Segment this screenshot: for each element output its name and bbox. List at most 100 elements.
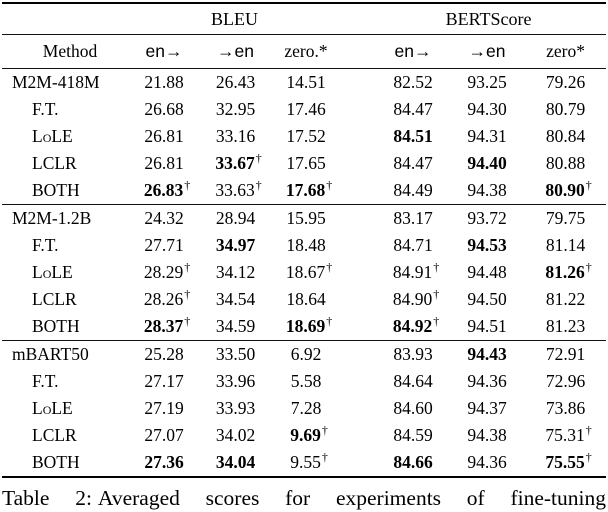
col-header-bleu-x-to-en: →en <box>200 34 271 69</box>
score-cell: 84.71 <box>341 232 449 259</box>
method-cell: LoLE <box>32 262 73 282</box>
score-cell: 81.23 <box>525 313 607 341</box>
score-cell: 81.26† <box>545 260 592 282</box>
score-value: 18.64 <box>286 289 326 309</box>
score-value: 27.07 <box>144 425 184 445</box>
score-cell: 17.68† <box>271 177 342 205</box>
score-value: 28.26 <box>143 289 184 309</box>
score-value: 72.91 <box>545 344 586 364</box>
score-cell: 84.59 <box>341 422 449 449</box>
table-row: LCLR 27.07 34.02 9.69† 84.59 94.38 75.31† <box>2 422 606 449</box>
score-cell: 82.52 <box>341 69 449 97</box>
score-value: 93.25 <box>467 72 507 92</box>
score-value: 84.60 <box>393 398 433 418</box>
score-value: 94.51 <box>467 316 507 336</box>
results-table: BLEU BERTScore Method en→ →en zero.* en→… <box>2 2 607 478</box>
col-header-bleu-zeroshot: zero.* <box>271 34 342 69</box>
score-cell: 94.38 <box>449 422 525 449</box>
table-row: BOTH 26.83† 33.63† 17.68† 84.49 94.38 80.90† <box>2 177 607 205</box>
score-value: 34.12 <box>215 262 256 282</box>
score-value: 18.67 <box>285 262 326 282</box>
score-value: 80.88 <box>545 153 586 173</box>
score-cell: 33.63† <box>200 177 271 205</box>
score-cell: 94.38 <box>449 177 526 205</box>
score-value: 94.43 <box>467 344 507 364</box>
score-value: 34.54 <box>215 289 256 309</box>
score-value: 17.46 <box>286 99 326 119</box>
score-cell: 5.58 <box>271 368 341 395</box>
score-value: 94.31 <box>467 126 507 146</box>
score-cell: 84.64 <box>341 368 449 395</box>
score-cell: 27.71 <box>128 232 200 259</box>
score-value: 6.92 <box>290 344 322 364</box>
method-cell: LCLR <box>32 425 77 445</box>
score-cell: 79.26 <box>525 69 606 97</box>
score-value: 34.97 <box>215 235 256 255</box>
score-cell: 93.72 <box>449 205 525 233</box>
score-value: 34.04 <box>215 452 256 472</box>
score-cell: 28.94 <box>200 205 271 233</box>
score-value: 83.93 <box>393 344 433 364</box>
score-value: 34.02 <box>215 425 256 445</box>
score-value: 26.81 <box>144 126 184 146</box>
score-cell: 34.54 <box>200 286 271 313</box>
table-caption: Table 2: Averaged scores for experiments … <box>2 485 606 512</box>
score-value: 84.66 <box>393 452 433 472</box>
table-row: F.T. 27.17 33.96 5.58 84.64 94.36 72.96 <box>2 368 606 395</box>
score-cell: 84.91† <box>392 260 440 282</box>
score-value: 18.48 <box>286 235 326 255</box>
score-cell: 94.48 <box>449 259 525 286</box>
score-value: 27.71 <box>144 235 184 255</box>
caption-label: Table 2: <box>2 486 92 510</box>
score-value: 26.83 <box>143 180 184 200</box>
col-header-bleu-en-to-x: en→ <box>128 34 200 69</box>
method-cell: LCLR <box>32 153 77 173</box>
score-value: 94.48 <box>467 262 507 282</box>
score-value: 9.55 <box>290 452 321 472</box>
score-value: 32.95 <box>215 99 256 119</box>
score-value: 9.69 <box>290 425 321 445</box>
table-row: F.T. 26.68 32.95 17.46 84.47 94.30 80.79 <box>2 96 606 123</box>
score-cell: 18.48 <box>271 232 341 259</box>
score-cell: 80.84 <box>525 123 606 150</box>
score-cell: 34.02 <box>200 422 271 449</box>
score-cell: 28.37† <box>128 313 200 341</box>
score-value: 81.22 <box>545 289 586 309</box>
score-cell: 94.50 <box>449 286 525 313</box>
score-value: 84.64 <box>393 371 433 391</box>
score-cell: 94.36 <box>449 368 525 395</box>
score-cell: 94.37 <box>449 395 525 422</box>
score-cell: 34.12 <box>200 259 271 286</box>
score-cell: 94.53 <box>449 232 525 259</box>
score-cell: 28.26† <box>143 287 191 309</box>
score-value: 14.51 <box>286 72 326 92</box>
score-cell: 83.93 <box>341 341 449 369</box>
score-value: 26.43 <box>215 72 256 92</box>
score-value: 18.69 <box>285 316 326 336</box>
table-row: BOTH 27.36 34.04 9.55† 84.66 94.36 75.55† <box>2 449 607 478</box>
score-cell: 26.81 <box>128 150 200 177</box>
score-value: 94.38 <box>467 180 507 200</box>
score-cell: 18.67† <box>285 260 333 282</box>
score-cell: 17.52 <box>271 123 341 150</box>
score-value: 33.16 <box>215 126 256 146</box>
method-cell: LoLE <box>32 126 73 146</box>
score-cell: 84.60 <box>341 395 449 422</box>
score-value: 94.30 <box>467 99 507 119</box>
table-row: LCLR 26.81 33.67† 17.65 84.47 94.40 80.88 <box>2 150 606 177</box>
score-cell: 84.49 <box>341 177 450 205</box>
table-row: LoLE 28.29† 34.12 18.67† 84.91† 94.48 81.26† <box>2 259 606 286</box>
score-value: 94.50 <box>467 289 507 309</box>
score-value: 94.38 <box>467 425 507 445</box>
score-cell: 94.30 <box>449 96 525 123</box>
score-value: 79.26 <box>545 72 586 92</box>
col-header-bert-zeroshot: zero* <box>525 34 607 69</box>
score-cell: 26.68 <box>128 96 200 123</box>
column-header-row: Method en→ →en zero.* en→ →en zero* <box>2 34 607 69</box>
score-value: 84.59 <box>393 425 433 445</box>
score-value: 84.92 <box>392 316 433 336</box>
score-value: 81.14 <box>545 235 586 255</box>
score-value: 81.23 <box>545 316 586 336</box>
score-cell: 94.51 <box>449 313 526 341</box>
score-cell: 14.51 <box>271 69 341 97</box>
